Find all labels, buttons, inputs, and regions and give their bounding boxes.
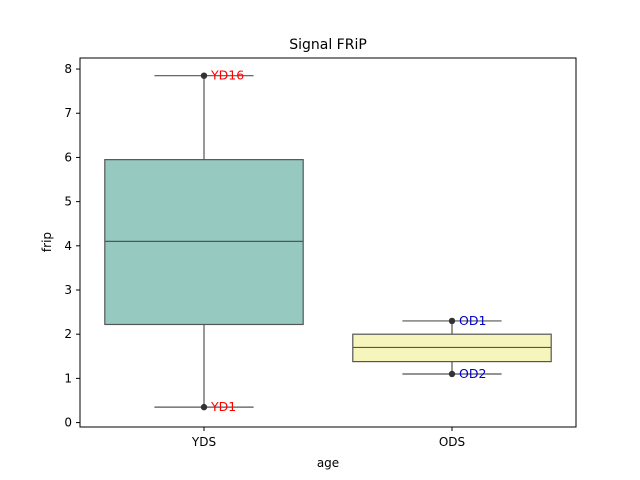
y-tick-label: 1	[64, 371, 72, 385]
data-point-yd1	[200, 403, 208, 411]
point-label-od2: OD2	[459, 366, 486, 381]
y-tick-label: 2	[64, 327, 72, 341]
box-iqr	[104, 159, 304, 326]
annotations-layer: YD16 YD1 OD1 OD2	[200, 68, 486, 414]
x-axis-label: age	[317, 456, 339, 470]
data-point-yd16	[200, 72, 208, 79]
box-group-yds	[104, 75, 304, 408]
plot-frame	[79, 57, 577, 428]
y-tick-label: 5	[64, 195, 72, 209]
y-tick-label: 0	[64, 416, 72, 430]
point-label-od1: OD1	[459, 313, 486, 328]
y-tick-label: 7	[64, 106, 72, 120]
x-tick-label: YDS	[191, 435, 216, 449]
x-tick-label: ODS	[439, 435, 465, 449]
y-axis: 0 1 2 3 4 5 6 7 8	[64, 62, 80, 430]
y-tick-label: 8	[64, 62, 72, 76]
chart-title: Signal FRiP	[289, 37, 367, 53]
box-group-ods	[352, 320, 552, 375]
boxes-layer	[104, 75, 552, 408]
y-tick-label: 3	[64, 283, 72, 297]
y-axis-label: frip	[40, 232, 54, 252]
data-point-od1	[448, 317, 456, 325]
y-tick-label: 4	[64, 239, 72, 253]
point-label-yd16: YD16	[210, 68, 244, 83]
data-point-od2	[448, 370, 456, 378]
y-tick-label: 6	[64, 150, 72, 164]
x-axis: YDS ODS	[191, 427, 465, 449]
point-label-yd1: YD1	[210, 399, 236, 414]
